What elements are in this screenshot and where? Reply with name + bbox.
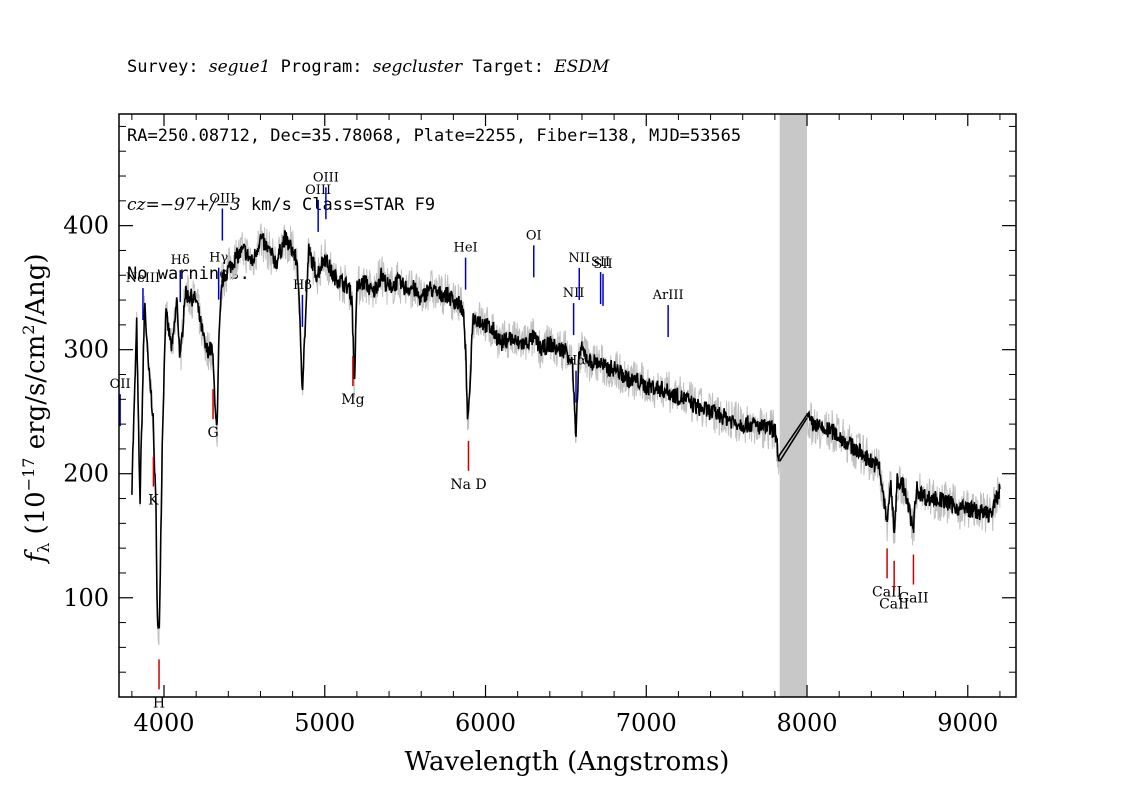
absorption-label: H [153, 695, 165, 711]
flux-trace [131, 230, 1001, 629]
x-tick-label: 6000 [455, 709, 516, 737]
y-tick-label: 300 [63, 336, 109, 364]
emission-label: NII [568, 251, 590, 266]
spectrum-header: Survey: segue1 Program: segcluster Targe… [127, 10, 741, 309]
survey-value: segue1 [208, 57, 271, 77]
y-axis-label: fλ (10−17 erg/s/cm2/Ang) [19, 253, 53, 564]
emission-label: OI [526, 228, 542, 243]
x-tick-label: 8000 [776, 709, 837, 737]
emission-label: OIII [209, 192, 235, 207]
emission-label: SII [593, 257, 612, 272]
emission-label: NII [563, 286, 585, 301]
absorption-label: G [207, 425, 218, 441]
flux-bridge [779, 417, 808, 462]
absorption-label: Mg [341, 392, 364, 408]
plot-frame [118, 113, 1017, 698]
survey-label: Survey: [127, 57, 209, 77]
y-tick-label: 400 [63, 212, 109, 240]
y-tick-label: 100 [63, 584, 109, 612]
emission-label: ArIII [652, 288, 684, 303]
class-text: km/s Class=STAR F9 [240, 195, 436, 215]
y-tick-label: 200 [63, 460, 109, 488]
program-value: segcluster [372, 57, 463, 77]
emission-label: HeI [453, 241, 477, 256]
absorption-label: CaII [879, 597, 909, 613]
emission-label: Hγ [209, 251, 228, 266]
emission-label: Hβ [293, 278, 312, 293]
program-label: Program: [270, 57, 373, 77]
axes-group: 4000 5000 6000 7000 8000 9000 100 200 300 400 [63, 114, 1016, 737]
x-tick-label: 7000 [616, 709, 677, 737]
x-tick-label: 5000 [294, 709, 355, 737]
header-line-2: RA=250.08712, Dec=35.78068, Plate=2255, … [127, 126, 742, 146]
redshift-value: cz=−97+/−3 [127, 195, 241, 215]
target-value: ESDM [554, 57, 610, 77]
emission-label: Hδ [171, 253, 190, 268]
emission-label: NeIII [126, 271, 160, 286]
x-tick-label: 9000 [937, 709, 998, 737]
masked-band-group [779, 114, 808, 697]
emission-label: OIII [313, 170, 339, 185]
header-line-3: cz=−97+/−3 km/s Class=STAR F9 [127, 194, 741, 217]
x-axis-label: Wavelength (Angstroms) [405, 747, 730, 777]
emission-label: OIII [305, 183, 331, 198]
target-label: Target: [462, 57, 555, 77]
flux-trace-group [131, 230, 1001, 629]
emission-label: OII [110, 377, 131, 392]
absorption-label: CaII [898, 591, 928, 607]
emission-label: SII [591, 255, 610, 270]
emission-label: Hα [566, 354, 586, 369]
x-tick-label: 4000 [133, 709, 194, 737]
header-line-1: Survey: segue1 Program: segcluster Targe… [127, 56, 741, 79]
absorption-label: K [148, 493, 159, 509]
absorption-label: Na D [450, 477, 486, 493]
masked-band [779, 114, 808, 697]
